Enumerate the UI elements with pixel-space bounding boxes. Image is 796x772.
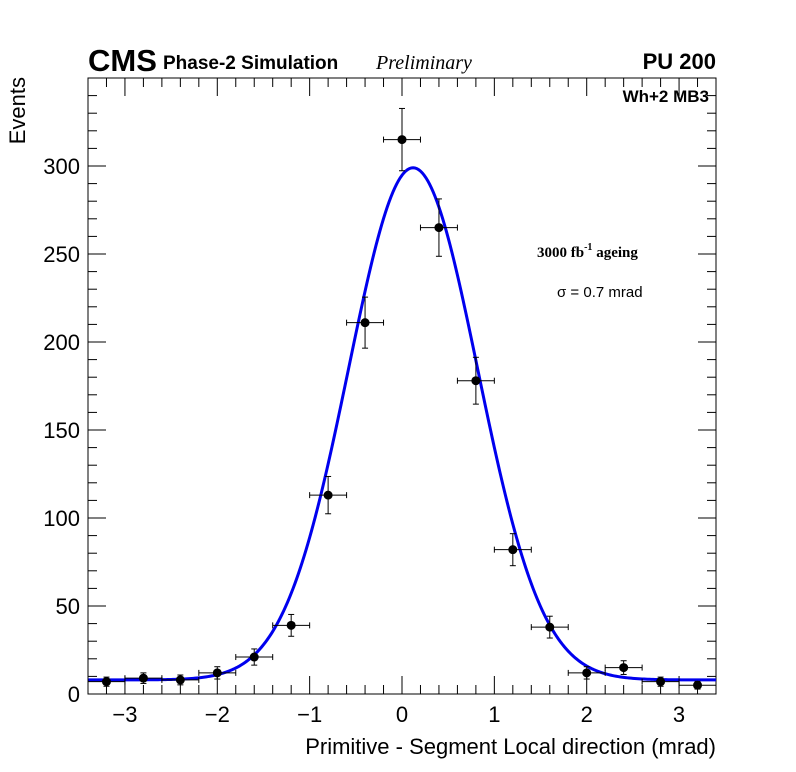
- data-marker: [582, 668, 592, 678]
- data-point: [346, 296, 385, 349]
- axis-tick-labels: −3 −2 −1 0 1 2 3 0 50 100 150 200 250 300: [43, 154, 685, 727]
- y-axis-title: Events: [5, 77, 30, 144]
- data-marker: [360, 318, 370, 328]
- data-marker: [471, 376, 481, 386]
- data-point: [272, 613, 311, 637]
- x-tick-label: 3: [673, 702, 685, 727]
- simulation-label: Phase-2 Simulation: [163, 53, 338, 74]
- y-tick-label: 50: [56, 594, 80, 619]
- x-tick-label: −3: [112, 702, 137, 727]
- data-point: [419, 198, 458, 257]
- data-point: [87, 676, 126, 687]
- sigma-label: σ = 0.7 mrad: [557, 284, 643, 301]
- gaussian-fit-curve: [88, 166, 716, 682]
- x-tick-label: 2: [581, 702, 593, 727]
- data-marker: [397, 135, 407, 145]
- data-marker: [619, 663, 629, 673]
- x-tick-label: 0: [396, 702, 408, 727]
- data-marker: [323, 490, 333, 500]
- ageing-label: 3000 fb-1 ageing: [537, 242, 638, 261]
- ageing-suffix: ageing: [592, 245, 638, 261]
- data-point: [493, 533, 532, 567]
- data-marker: [101, 677, 111, 687]
- y-tick-label: 300: [43, 154, 80, 179]
- data-point: [309, 475, 348, 515]
- data-marker: [175, 675, 185, 685]
- data-point: [456, 356, 495, 405]
- data-point: [678, 680, 717, 690]
- axis-ticks: [87, 77, 717, 695]
- y-tick-label: 100: [43, 506, 80, 531]
- data-point: [383, 107, 421, 172]
- data-marker: [138, 673, 148, 683]
- data-marker: [545, 622, 555, 632]
- x-tick-label: 1: [488, 702, 500, 727]
- y-tick-label: 0: [68, 682, 80, 707]
- data-point: [235, 648, 274, 666]
- y-tick-label: 250: [43, 242, 80, 267]
- ageing-exponent: -1: [584, 242, 592, 253]
- y-tick-label: 150: [43, 418, 80, 443]
- data-point: [161, 674, 200, 686]
- pileup-label: PU 200: [643, 49, 716, 74]
- data-marker: [656, 677, 666, 687]
- data-point: [567, 666, 606, 680]
- data-marker: [212, 668, 222, 678]
- data-marker: [434, 223, 444, 233]
- data-marker: [693, 680, 703, 690]
- fit-curve-group: [88, 166, 716, 682]
- y-tick-label: 200: [43, 330, 80, 355]
- data-points: [87, 107, 717, 690]
- data-point: [198, 666, 237, 680]
- data-marker: [286, 620, 296, 630]
- chamber-label: Wh+2 MB3: [623, 87, 709, 106]
- data-point: [530, 615, 569, 639]
- cms-label: CMS: [88, 43, 157, 78]
- x-axis-title: Primitive - Segment Local direction (mra…: [305, 734, 716, 759]
- data-marker: [508, 545, 518, 555]
- data-point: [604, 660, 643, 675]
- data-marker: [249, 652, 259, 662]
- x-tick-label: −1: [297, 702, 322, 727]
- x-tick-label: −2: [205, 702, 230, 727]
- preliminary-label: Preliminary: [375, 52, 472, 74]
- data-point: [124, 672, 163, 684]
- ageing-main: 3000 fb: [537, 245, 584, 261]
